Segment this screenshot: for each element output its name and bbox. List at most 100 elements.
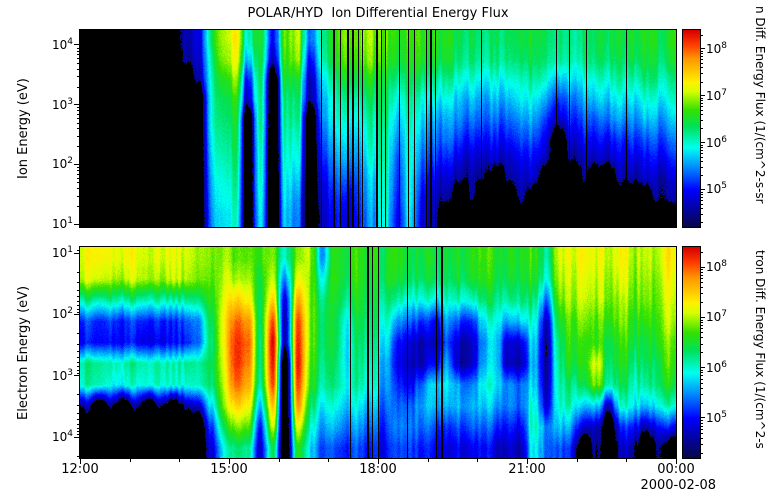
colorbar-minor-tick	[701, 67, 703, 69]
colorbar-minor-tick	[701, 222, 703, 224]
colorbar-minor-tick	[701, 62, 703, 64]
y-minor-tick	[77, 128, 80, 130]
ion-spectrogram-canvas	[79, 29, 677, 228]
y-tick-label: 104	[51, 429, 73, 445]
colorbar-minor-tick	[701, 81, 703, 83]
colorbar-minor-tick	[701, 56, 703, 58]
y-minor-tick	[77, 47, 80, 49]
y-minor-tick	[77, 311, 80, 313]
y-minor-tick	[77, 296, 80, 297]
colorbar-minor-tick	[701, 328, 703, 330]
colorbar-minor-tick	[701, 59, 703, 61]
colorbar-minor-tick	[701, 214, 703, 215]
colorbar-minor-tick	[701, 175, 703, 177]
y-minor-tick	[77, 135, 80, 137]
y-minor-tick	[77, 304, 80, 306]
y-minor-tick	[77, 366, 80, 368]
colorbar-minor-tick	[701, 271, 703, 273]
colorbar-minor-tick	[701, 382, 703, 384]
colorbar-minor-tick	[701, 34, 703, 36]
colorbar-minor-tick	[701, 369, 703, 371]
y-minor-tick	[77, 308, 80, 310]
x-tick-label: 12:00	[61, 462, 99, 477]
colorbar-tick-label: 107	[706, 309, 728, 325]
colorbar-major-tick	[701, 417, 705, 419]
colorbar-minor-tick	[701, 422, 703, 424]
colorbar-tick-label: 108	[706, 259, 728, 275]
y-tick-label: 102	[51, 306, 73, 322]
colorbar-minor-tick	[701, 147, 703, 149]
x-tick-label: 15:00	[210, 462, 248, 477]
electron-colorbar-title: tron Diff. Energy Flux (1/(cm^2-s	[753, 250, 767, 449]
colorbar-minor-tick	[701, 144, 703, 146]
colorbar-major-tick	[701, 142, 705, 144]
y-minor-tick	[77, 271, 80, 273]
colorbar-tick-label: 105	[706, 181, 728, 197]
colorbar-minor-tick	[701, 378, 703, 380]
colorbar-minor-tick	[701, 128, 703, 130]
y-major-tick	[74, 375, 80, 377]
y-minor-tick	[77, 182, 80, 184]
colorbar-minor-tick	[701, 73, 703, 75]
y-minor-tick	[77, 113, 80, 115]
y-minor-tick	[77, 177, 80, 179]
colorbar-minor-tick	[701, 372, 703, 374]
y-minor-tick	[77, 68, 80, 70]
colorbar-minor-tick	[701, 302, 703, 304]
y-tick-label: 104	[51, 36, 73, 52]
colorbar-minor-tick	[701, 420, 703, 422]
colorbar-minor-tick	[701, 343, 703, 345]
colorbar-minor-tick	[701, 97, 703, 99]
y-minor-tick	[77, 290, 80, 292]
colorbar-tick-label: 107	[706, 87, 728, 103]
colorbar-minor-tick	[701, 287, 703, 289]
y-minor-tick	[77, 405, 80, 407]
colorbar-minor-tick	[701, 161, 703, 163]
y-minor-tick	[77, 282, 80, 284]
colorbar-minor-tick	[701, 444, 703, 446]
electron-colorbar	[682, 246, 701, 459]
colorbar-major-tick	[701, 367, 705, 369]
y-minor-tick	[77, 412, 80, 414]
colorbar-minor-tick	[701, 452, 703, 454]
colorbar-minor-tick	[701, 322, 703, 324]
colorbar-minor-tick	[701, 337, 703, 339]
y-minor-tick	[77, 62, 80, 64]
electron-spectrogram-canvas	[79, 246, 677, 459]
y-tick-label: 102	[51, 156, 73, 172]
colorbar-minor-tick	[701, 437, 703, 439]
y-minor-tick	[77, 50, 80, 52]
x-tick-label: 00:00	[657, 462, 695, 477]
colorbar-minor-tick	[701, 114, 703, 116]
colorbar-minor-tick	[701, 402, 703, 404]
y-minor-tick	[77, 170, 80, 172]
y-major-tick	[74, 436, 80, 438]
colorbar-minor-tick	[701, 428, 703, 430]
colorbar-minor-tick	[701, 194, 703, 196]
colorbar-major-tick	[701, 316, 705, 318]
colorbar-minor-tick	[701, 149, 703, 151]
x-major-tick	[675, 459, 677, 464]
y-minor-tick	[77, 58, 80, 60]
y-minor-tick	[77, 455, 80, 457]
colorbar-minor-tick	[701, 100, 703, 102]
y-minor-tick	[77, 107, 80, 109]
y-major-tick	[74, 163, 80, 165]
y-minor-tick	[77, 423, 80, 425]
y-tick-label: 103	[51, 367, 73, 383]
y-major-tick	[74, 313, 80, 315]
colorbar-minor-tick	[701, 325, 703, 327]
x-minor-tick	[477, 459, 479, 462]
x-minor-tick	[129, 459, 131, 462]
colorbar-minor-tick	[701, 120, 703, 122]
colorbar-minor-tick	[701, 191, 703, 193]
colorbar-minor-tick	[701, 102, 703, 104]
x-major-tick	[228, 459, 230, 464]
x-minor-tick	[278, 459, 280, 462]
colorbar-minor-tick	[701, 156, 703, 158]
y-minor-tick	[77, 351, 80, 353]
colorbar-minor-tick	[701, 109, 703, 111]
colorbar-minor-tick	[701, 387, 703, 389]
colorbar-minor-tick	[701, 425, 703, 427]
y-tick-label: 103	[51, 96, 73, 112]
